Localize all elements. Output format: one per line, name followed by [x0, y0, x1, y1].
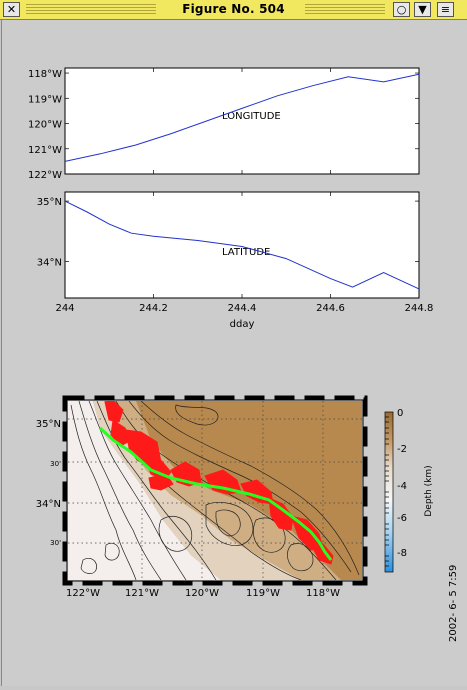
latitude-ytick-label: 35°N	[37, 197, 62, 208]
depth-colorbar: 0 -2 -4 -6 -8 Depth (km)	[384, 408, 434, 573]
map-lat-label: 30'	[50, 539, 61, 547]
figure-svg: 118°W 119°W 120°W 121°W 122°W LONGITUDE 35°N…	[28, 67, 459, 642]
latitude-axes	[64, 191, 420, 299]
current-vectors	[104, 401, 334, 565]
figure-canvas: 118°W 119°W 120°W 121°W 122°W LONGITUDE 35°N…	[1, 20, 467, 686]
map-frame	[66, 399, 364, 582]
colorbar-tick-label: -6	[397, 513, 407, 524]
map-lon-label: 122°W	[66, 588, 100, 599]
map-lat-label: 34°N	[36, 499, 61, 510]
dday-xtick-label: 244	[55, 303, 74, 314]
chevron-down-icon: ▼	[418, 3, 427, 16]
longitude-ytick-label: 120°W	[28, 120, 62, 131]
latitude-series-line	[64, 200, 420, 290]
longitude-panel: 118°W 119°W 120°W 121°W 122°W LONGITUDE	[28, 67, 420, 181]
window-titlebar[interactable]: ✕ Figure No. 504 ○ ▼ ≡	[0, 0, 467, 20]
ship-track	[98, 426, 333, 561]
close-button[interactable]: ✕	[3, 2, 20, 17]
colorbar-tick-label: -2	[397, 444, 407, 455]
longitude-series-line	[64, 73, 420, 162]
dday-xticks: 244 244.2 244.4 244.6 244.8	[55, 68, 433, 314]
longitude-ytick-label: 122°W	[28, 170, 62, 181]
colorbar-axis-label: Depth (km)	[424, 465, 434, 516]
dday-xtick-label: 244.6	[316, 303, 345, 314]
longitude-ytick-label: 119°W	[28, 94, 62, 105]
timestamp-label: 2002- 6- 5 7:59	[448, 565, 459, 642]
map-lon-label: 118°W	[306, 588, 340, 599]
dday-xtick-label: 244.2	[139, 303, 168, 314]
latitude-panel: 35°N 34°N 244 244.2 244.4 244.6 244.8 dday LA…	[37, 68, 433, 330]
x-axis-label: dday	[230, 319, 255, 330]
longitude-ytick-label: 121°W	[28, 145, 62, 156]
map-dashed-border	[62, 395, 368, 586]
dday-xtick-label: 244.8	[405, 303, 434, 314]
latitude-label: LATITUDE	[222, 247, 270, 258]
longitude-ytick-label: 118°W	[28, 69, 62, 80]
circle-icon: ○	[396, 3, 407, 16]
colorbar-tick-label: -4	[397, 481, 407, 492]
slope-fill-2	[111, 401, 341, 580]
map-lon-label: 121°W	[125, 588, 159, 599]
map-plot-area	[68, 401, 362, 580]
titlebar-grip-left	[26, 4, 156, 15]
colorbar-minor-ticks	[385, 416, 389, 567]
deep-water-fill	[68, 401, 221, 580]
minimize-button[interactable]: ○	[393, 2, 410, 17]
map-lon-label: 119°W	[246, 588, 280, 599]
colorbar-tick-label: -8	[397, 548, 407, 559]
map-lat-label: 35°N	[36, 419, 61, 430]
window-title: Figure No. 504	[182, 2, 285, 16]
colorbar-tick-label: 0	[397, 408, 403, 419]
titlebar-grip-right	[305, 4, 385, 15]
maximize-icon: ≡	[440, 3, 451, 16]
longitude-yticks: 118°W 119°W 120°W 121°W 122°W	[28, 69, 419, 181]
bathymetry-map: 35°N 30' 34°N 30' 122°W 121°W 120°W 119°…	[36, 395, 368, 599]
maximize-button[interactable]: ≡	[437, 2, 454, 17]
longitude-label: LONGITUDE	[222, 111, 281, 122]
latitude-ytick-label: 34°N	[37, 258, 62, 269]
longitude-axes	[64, 67, 420, 175]
map-lat-label: 30'	[50, 460, 61, 468]
dday-xtick-label: 244.4	[228, 303, 257, 314]
menu-button[interactable]: ▼	[414, 2, 431, 17]
map-lon-label: 120°W	[185, 588, 219, 599]
close-icon: ✕	[6, 3, 17, 16]
